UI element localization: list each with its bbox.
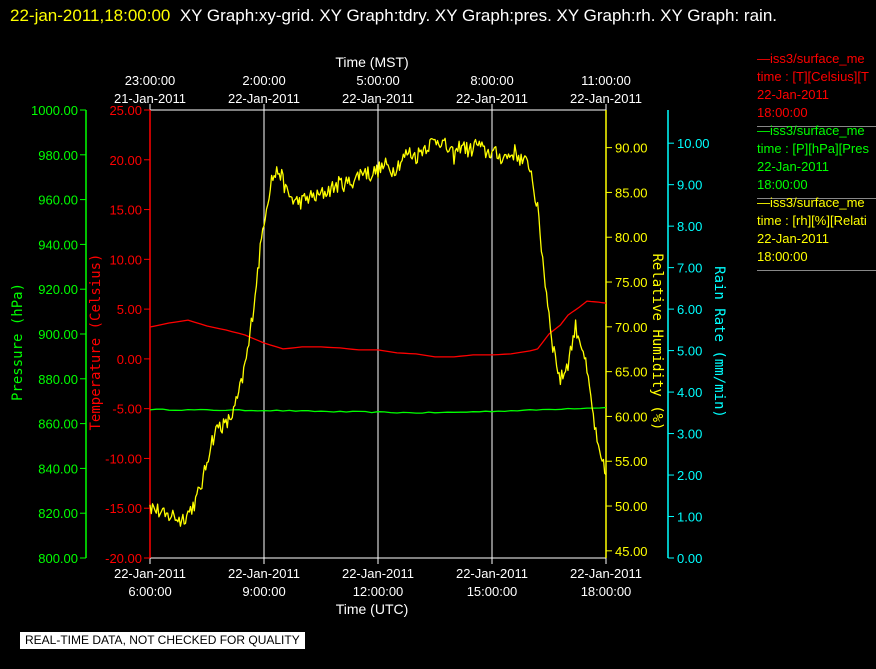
x-top-tick-date: 21-Jan-2011 xyxy=(114,91,186,106)
y-tick-label-rain: 0.00 xyxy=(677,551,702,566)
y-tick-label-rain: 2.00 xyxy=(677,468,702,483)
legend-line: 18:00:00 xyxy=(757,177,808,192)
quality-banner: REAL-TIME DATA, NOT CHECKED FOR QUALITY xyxy=(20,632,305,649)
legend-divider xyxy=(757,126,876,127)
x-bottom-axis-label: Time (UTC) xyxy=(336,601,409,617)
legend-entry-humidity: —iss3/surface_me time : [rh][%][Relati 2… xyxy=(757,194,876,271)
y-tick-label-rh: 75.00 xyxy=(615,275,648,290)
y-tick-label-rh: 55.00 xyxy=(615,454,648,469)
legend-line: 18:00:00 xyxy=(757,105,808,120)
legend-divider xyxy=(757,270,876,271)
legend-line: 18:00:00 xyxy=(757,249,808,264)
y-tick-label-rh: 45.00 xyxy=(615,544,648,559)
y-tick-label-rh: 80.00 xyxy=(615,230,648,245)
legend-line: —iss3/surface_me xyxy=(757,123,865,138)
y-tick-label-pres: 940.00 xyxy=(38,237,78,252)
legend-line: time : [P][hPa][Pres xyxy=(757,141,869,156)
series-line-rh xyxy=(149,137,607,527)
y-tick-label-rain: 6.00 xyxy=(677,302,702,317)
x-bottom-tick-time: 15:00:00 xyxy=(467,584,518,599)
x-top-tick-date: 22-Jan-2011 xyxy=(342,91,414,106)
y-tick-label-rain: 8.00 xyxy=(677,219,702,234)
x-bottom-tick-date: 22-Jan-2011 xyxy=(456,566,528,581)
y-tick-label-temp: -10.00 xyxy=(105,451,142,466)
x-top-tick-time: 5:00:00 xyxy=(356,73,399,88)
x-bottom-tick-time: 6:00:00 xyxy=(128,584,171,599)
x-top-tick-time: 23:00:00 xyxy=(125,73,176,88)
series-group xyxy=(149,137,607,527)
x-top-tick-date: 22-Jan-2011 xyxy=(228,91,300,106)
y-tick-label-rh: 70.00 xyxy=(615,320,648,335)
x-top-tick-time: 8:00:00 xyxy=(470,73,513,88)
y-axis-label-rain: Rain Rate (mm/min) xyxy=(711,266,727,418)
legend-line: —iss3/surface_me xyxy=(757,51,865,66)
y-tick-label-pres: 880.00 xyxy=(38,372,78,387)
y-tick-label-rain: 4.00 xyxy=(677,385,702,400)
x-top-axis-label: Time (MST) xyxy=(335,54,408,70)
y-tick-label-pres: 960.00 xyxy=(38,193,78,208)
legend-line: 22-Jan-2011 xyxy=(757,87,830,102)
y-tick-label-pres: 900.00 xyxy=(38,327,78,342)
y-tick-label-pres: 840.00 xyxy=(38,461,78,476)
y-tick-label-rh: 65.00 xyxy=(615,365,648,380)
graph-list: XY Graph:xy-grid. XY Graph:tdry. XY Grap… xyxy=(179,6,778,25)
series-line-temp xyxy=(149,300,607,358)
y-axis-label-rh: Relative Humidity (%) xyxy=(649,253,665,430)
y-tick-label-pres: 800.00 xyxy=(38,551,78,566)
y-tick-label-rain: 3.00 xyxy=(677,427,702,442)
y-tick-label-pres: 860.00 xyxy=(38,417,78,432)
graph-title: 22-jan-2011,18:00:00 XY Graph:xy-grid. X… xyxy=(10,2,870,30)
y-tick-label-temp: 20.00 xyxy=(109,153,142,168)
y-tick-label-pres: 920.00 xyxy=(38,282,78,297)
x-bottom-tick-date: 22-Jan-2011 xyxy=(228,566,300,581)
x-top-tick-time: 2:00:00 xyxy=(242,73,285,88)
x-top-tick-date: 22-Jan-2011 xyxy=(456,91,528,106)
y-tick-label-temp: 15.00 xyxy=(109,203,142,218)
y-tick-label-temp: 25.00 xyxy=(109,103,142,118)
y-tick-label-rain: 10.00 xyxy=(677,136,710,151)
y-tick-label-temp: -20.00 xyxy=(105,551,142,566)
y-tick-label-temp: 5.00 xyxy=(117,302,142,317)
x-bottom-tick-time: 18:00:00 xyxy=(581,584,632,599)
legend-line: 22-Jan-2011 xyxy=(757,159,830,174)
legend-line: —iss3/surface_me xyxy=(757,195,865,210)
legend-line: time : [T][Celsius][T xyxy=(757,69,869,84)
series-line-pres xyxy=(149,406,607,414)
y-axis-label-temp: Temperature (Celsius) xyxy=(88,253,104,430)
legend-divider xyxy=(757,198,876,199)
x-bottom-tick-time: 12:00:00 xyxy=(353,584,404,599)
x-bottom-tick-time: 9:00:00 xyxy=(242,584,285,599)
x-bottom-tick-date: 22-Jan-2011 xyxy=(114,566,186,581)
y-tick-label-temp: 0.00 xyxy=(117,352,142,367)
y-tick-label-temp: -5.00 xyxy=(112,402,142,417)
x-top-tick-time: 11:00:00 xyxy=(581,73,631,88)
y-tick-label-pres: 1000.00 xyxy=(31,103,78,118)
y-tick-label-rain: 5.00 xyxy=(677,344,702,359)
x-bottom-tick-date: 22-Jan-2011 xyxy=(570,566,642,581)
y-tick-label-rh: 90.00 xyxy=(615,141,648,156)
y-tick-label-rain: 9.00 xyxy=(677,178,702,193)
axes: 22-Jan-2011 6:00:00 22-Jan-2011 9:00:00 22-J… xyxy=(10,54,727,617)
legend-entry-temperature: —iss3/surface_me time : [T][Celsius][T 2… xyxy=(757,50,876,127)
legend-entry-pressure: —iss3/surface_me time : [P][hPa][Pres 22… xyxy=(757,122,876,199)
y-tick-label-temp: -15.00 xyxy=(105,501,142,516)
y-tick-label-pres: 820.00 xyxy=(38,506,78,521)
y-tick-label-rain: 1.00 xyxy=(677,510,702,525)
y-tick-label-pres: 980.00 xyxy=(38,148,78,163)
x-bottom-tick-date: 22-Jan-2011 xyxy=(342,566,414,581)
y-tick-label-rh: 60.00 xyxy=(615,409,648,424)
timestamp: 22-jan-2011,18:00:00 xyxy=(10,6,171,25)
legend-line: time : [rh][%][Relati xyxy=(757,213,867,228)
y-tick-label-temp: 10.00 xyxy=(109,252,142,267)
legend-line: 22-Jan-2011 xyxy=(757,231,830,246)
y-tick-label-rh: 50.00 xyxy=(615,499,648,514)
y-tick-label-rh: 85.00 xyxy=(615,185,648,200)
x-top-tick-date: 22-Jan-2011 xyxy=(570,91,642,106)
y-axis-label-pres: Pressure (hPa) xyxy=(10,283,26,401)
y-tick-label-rain: 7.00 xyxy=(677,261,702,276)
